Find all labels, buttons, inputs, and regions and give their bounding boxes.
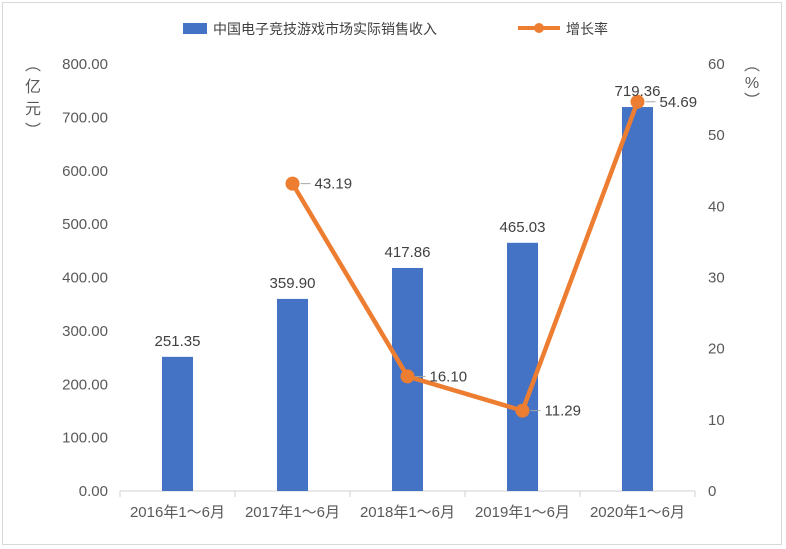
growth-marker	[630, 94, 645, 109]
bar	[162, 356, 193, 491]
x-tick-label: 2019年1～6月	[475, 504, 570, 521]
legend-marker-growth	[534, 23, 544, 33]
bar-series	[162, 107, 653, 492]
legend-label-growth: 增长率	[566, 21, 608, 37]
right-tick-label: 10	[708, 412, 725, 429]
right-tick-label: 30	[708, 270, 725, 287]
bar-value-label: 251.35	[155, 333, 201, 350]
left-tick-label: 100.00	[62, 430, 108, 447]
growth-marker	[515, 403, 530, 418]
bar-value-label: 465.03	[500, 219, 546, 236]
right-tick-label: 20	[708, 341, 725, 358]
legend: 中国电子竞技游戏市场实际销售收入 增长率	[183, 21, 608, 37]
right-tick-label: 50	[708, 127, 725, 144]
left-tick-label: 700.00	[62, 109, 108, 126]
left-tick-label: 600.00	[62, 163, 108, 180]
x-axis: 2016年1～6月 2017年1～6月 2018年1～6月 2019年1～6月 2020…	[119, 490, 696, 521]
line-series	[285, 94, 645, 418]
bar-value-label: 719.36	[615, 83, 661, 100]
left-axis: 0.00 100.00 200.00 300.00 400.00 500.00 600.00…	[25, 56, 108, 500]
right-axis: 0 10 20 30 40 50 60 ︵% ︶	[708, 56, 760, 500]
left-tick-label: 800.00	[62, 56, 108, 73]
right-tick-label: 0	[708, 483, 716, 500]
left-tick-label: 0.00	[79, 483, 108, 500]
growth-marker	[400, 369, 415, 384]
x-tick-label: 2016年1～6月	[130, 504, 225, 521]
x-tick-label: 2018年1～6月	[360, 504, 455, 521]
growth-line	[290, 101, 640, 413]
growth-value-label: 43.19	[315, 176, 353, 193]
bar	[622, 107, 653, 492]
right-tick-label: 40	[708, 198, 725, 215]
left-tick-label: 500.00	[62, 216, 108, 233]
x-tick-label: 2017年1～6月	[245, 504, 340, 521]
data-labels: 251.35 359.90 417.86 465.03 719.36 43.19 16.10…	[155, 83, 697, 420]
legend-swatch-sales	[183, 23, 207, 34]
right-tick-label: 60	[708, 56, 725, 73]
growth-value-label: 54.69	[660, 94, 698, 111]
growth-marker	[285, 176, 300, 191]
growth-value-label: 11.29	[545, 403, 581, 420]
left-tick-label: 200.00	[62, 376, 108, 393]
left-tick-label: 300.00	[62, 323, 108, 340]
bar	[507, 242, 538, 491]
left-axis-unit: ︵亿元︶	[25, 57, 41, 140]
growth-value-label: 16.10	[430, 368, 468, 385]
legend-label-sales: 中国电子竞技游戏市场实际销售收入	[213, 21, 437, 37]
bar-value-label: 359.90	[270, 275, 316, 292]
left-tick-label: 400.00	[62, 270, 108, 287]
x-tick-label: 2020年1～6月	[590, 504, 685, 521]
right-axis-unit: ︵% ︶	[744, 57, 760, 110]
bar	[277, 298, 308, 491]
bar-value-label: 417.86	[385, 244, 431, 261]
